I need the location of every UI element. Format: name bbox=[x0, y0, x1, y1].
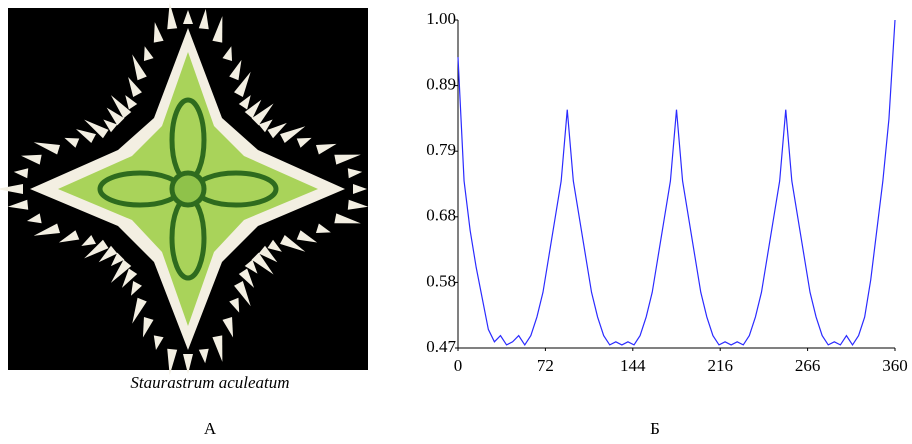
spine bbox=[315, 223, 331, 234]
spine bbox=[75, 129, 96, 143]
spine bbox=[142, 316, 154, 338]
spine bbox=[258, 119, 273, 133]
spine bbox=[238, 268, 255, 288]
spine bbox=[234, 71, 251, 97]
spine bbox=[98, 245, 118, 263]
spine bbox=[251, 252, 274, 275]
x-tick-label: 144 bbox=[620, 356, 646, 375]
spine bbox=[110, 95, 132, 119]
y-tick-label: 0.89 bbox=[426, 75, 456, 94]
spine bbox=[222, 46, 233, 62]
image-caption: Staurastrum aculeatum bbox=[130, 373, 289, 392]
spine bbox=[212, 16, 223, 43]
spine bbox=[238, 95, 251, 110]
spine bbox=[334, 213, 361, 224]
spine bbox=[26, 213, 42, 224]
spine bbox=[143, 46, 154, 62]
spine bbox=[153, 335, 164, 351]
spine bbox=[267, 239, 282, 252]
y-tick-label: 0.68 bbox=[426, 206, 456, 225]
spine bbox=[198, 8, 209, 30]
spine bbox=[132, 297, 147, 324]
spine bbox=[13, 168, 29, 179]
spine bbox=[21, 154, 42, 165]
spine bbox=[183, 10, 193, 24]
spine bbox=[347, 168, 363, 179]
spine bbox=[110, 252, 125, 267]
spine bbox=[198, 348, 209, 364]
spine bbox=[106, 107, 125, 126]
panel-label: Б bbox=[650, 419, 660, 438]
spine bbox=[125, 95, 138, 110]
y-tick-label: 0.58 bbox=[426, 271, 456, 290]
x-tick-label: 360 bbox=[882, 356, 908, 375]
panel-label: А bbox=[204, 419, 217, 438]
spine bbox=[121, 268, 138, 288]
spine bbox=[315, 143, 337, 155]
spine bbox=[84, 239, 109, 259]
spine bbox=[153, 22, 164, 43]
spine bbox=[267, 122, 287, 139]
spine bbox=[81, 235, 96, 247]
spine bbox=[296, 137, 312, 148]
spine bbox=[183, 354, 193, 374]
spine bbox=[132, 54, 147, 81]
spine bbox=[128, 76, 142, 97]
spine bbox=[130, 281, 142, 296]
spine bbox=[229, 59, 242, 81]
spine bbox=[33, 223, 61, 236]
x-tick-label: 72 bbox=[537, 356, 554, 375]
spine bbox=[167, 2, 178, 30]
spine bbox=[334, 154, 361, 165]
spine bbox=[229, 297, 240, 313]
spine bbox=[212, 335, 223, 362]
spine bbox=[280, 235, 306, 252]
x-tick-label: 0 bbox=[454, 356, 463, 375]
spine bbox=[251, 103, 274, 126]
spine bbox=[167, 348, 178, 376]
spine bbox=[110, 259, 132, 283]
spine bbox=[64, 137, 80, 148]
spine bbox=[296, 230, 318, 243]
spine bbox=[353, 184, 367, 194]
spine bbox=[234, 281, 251, 307]
alga-illustration bbox=[0, 2, 369, 376]
spine bbox=[7, 199, 29, 210]
y-tick-label: 0.79 bbox=[426, 140, 456, 159]
spine bbox=[244, 259, 258, 274]
spine bbox=[58, 230, 80, 243]
spine bbox=[84, 119, 109, 139]
data-line bbox=[457, 19, 896, 347]
x-tick-label: 216 bbox=[707, 356, 733, 375]
nucleus bbox=[169, 170, 207, 208]
spine bbox=[244, 99, 262, 119]
spine bbox=[0, 184, 23, 194]
spine bbox=[347, 199, 369, 210]
y-tick-label: 0.47 bbox=[426, 337, 456, 356]
y-tick-label: 1.00 bbox=[426, 9, 456, 28]
x-tick-label: 266 bbox=[795, 356, 821, 375]
spine bbox=[280, 126, 306, 143]
spine bbox=[33, 142, 61, 155]
spine bbox=[258, 245, 278, 263]
spine bbox=[222, 316, 234, 338]
spine bbox=[103, 119, 118, 133]
